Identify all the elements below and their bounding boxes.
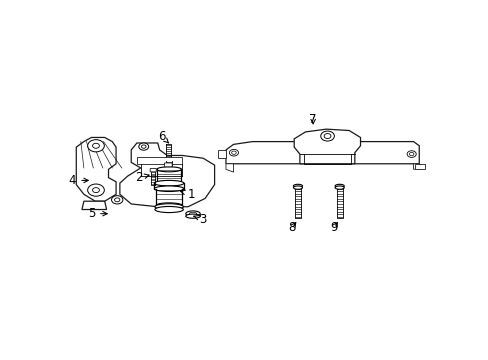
Circle shape <box>231 151 236 154</box>
FancyBboxPatch shape <box>150 168 156 172</box>
Text: 9: 9 <box>329 221 337 234</box>
Polygon shape <box>225 164 233 172</box>
Polygon shape <box>294 129 360 164</box>
Ellipse shape <box>157 181 181 186</box>
Circle shape <box>324 134 330 139</box>
Text: 6: 6 <box>158 130 168 143</box>
Circle shape <box>139 143 148 150</box>
Ellipse shape <box>293 184 302 188</box>
Text: 4: 4 <box>69 174 88 187</box>
Circle shape <box>408 152 413 156</box>
Ellipse shape <box>155 204 183 210</box>
Circle shape <box>114 198 120 202</box>
Circle shape <box>111 195 122 204</box>
Polygon shape <box>137 157 182 164</box>
Ellipse shape <box>185 211 200 216</box>
Circle shape <box>92 188 99 193</box>
Polygon shape <box>225 141 418 164</box>
FancyBboxPatch shape <box>164 163 172 167</box>
Polygon shape <box>218 150 225 158</box>
Ellipse shape <box>293 186 302 189</box>
Ellipse shape <box>154 186 183 192</box>
Ellipse shape <box>185 214 200 218</box>
Text: 1: 1 <box>180 188 195 201</box>
Text: 2: 2 <box>135 171 149 184</box>
Ellipse shape <box>157 167 181 172</box>
Circle shape <box>87 184 104 196</box>
Text: 3: 3 <box>193 213 206 226</box>
Circle shape <box>141 145 146 148</box>
Polygon shape <box>413 164 424 169</box>
Polygon shape <box>76 138 116 201</box>
Text: 8: 8 <box>288 221 295 234</box>
Ellipse shape <box>334 184 344 188</box>
Circle shape <box>229 149 238 156</box>
Circle shape <box>92 143 99 148</box>
Text: 5: 5 <box>87 207 107 220</box>
Ellipse shape <box>156 203 182 208</box>
Ellipse shape <box>334 186 344 189</box>
Ellipse shape <box>154 180 183 186</box>
Circle shape <box>87 140 104 152</box>
Ellipse shape <box>189 212 196 215</box>
Text: 7: 7 <box>309 113 316 126</box>
Ellipse shape <box>155 207 183 212</box>
Circle shape <box>320 131 334 141</box>
Polygon shape <box>415 164 424 169</box>
Polygon shape <box>120 143 214 207</box>
Circle shape <box>407 151 415 157</box>
Polygon shape <box>82 201 106 210</box>
